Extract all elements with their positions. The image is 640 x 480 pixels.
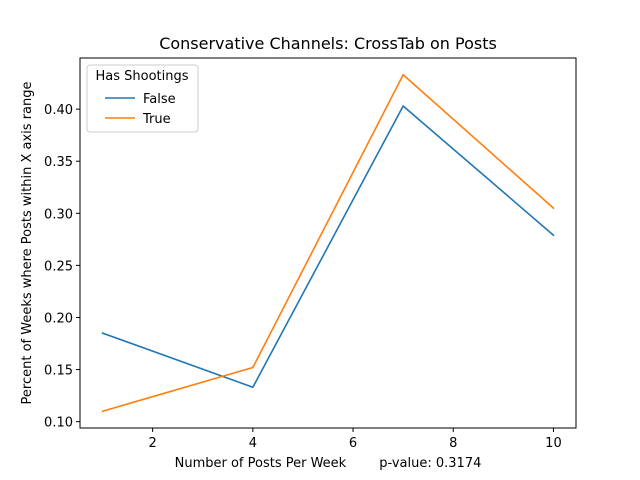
x-tick-label-5: 10: [545, 436, 562, 451]
y-tick-label-7: 0.40: [44, 103, 73, 118]
y-axis-label: Percent of Weeks where Posts within X ax…: [20, 82, 35, 405]
series-line-false: [101, 105, 555, 389]
plot-frame: [79, 57, 577, 429]
legend-title: Has Shootings: [95, 69, 188, 84]
legend: Has Shootings False True: [86, 64, 199, 133]
chart-title: Conservative Channels: CrossTab on Posts: [159, 34, 497, 53]
legend-items: False True: [105, 92, 176, 127]
legend-label-false: False: [143, 92, 176, 107]
series-layer: [101, 73, 555, 413]
legend-box: [86, 64, 199, 133]
y-tick-label-1: 0.10: [44, 416, 73, 431]
series-line-true: [101, 73, 555, 413]
legend-label-true: True: [142, 112, 171, 127]
plot-area: [79, 57, 577, 429]
x-tick-label-4: 8: [449, 436, 457, 451]
x-axis-label: Number of Posts Per Week p-value: 0.3174: [175, 456, 482, 471]
y-axis: 0.10 0.15 0.20 0.25 0.30 0.35 0.40: [44, 103, 80, 431]
y-tick-label-6: 0.35: [44, 155, 73, 170]
y-tick-label-5: 0.30: [44, 207, 73, 222]
x-tick-label-3: 6: [349, 436, 357, 451]
x-tick-label-1: 2: [149, 436, 157, 451]
x-axis: 2 4 6 8 10: [149, 428, 562, 451]
y-tick-label-2: 0.15: [44, 364, 73, 379]
y-tick-label-4: 0.25: [44, 259, 73, 274]
x-tick-label-2: 4: [249, 436, 257, 451]
y-tick-label-3: 0.20: [44, 311, 73, 326]
